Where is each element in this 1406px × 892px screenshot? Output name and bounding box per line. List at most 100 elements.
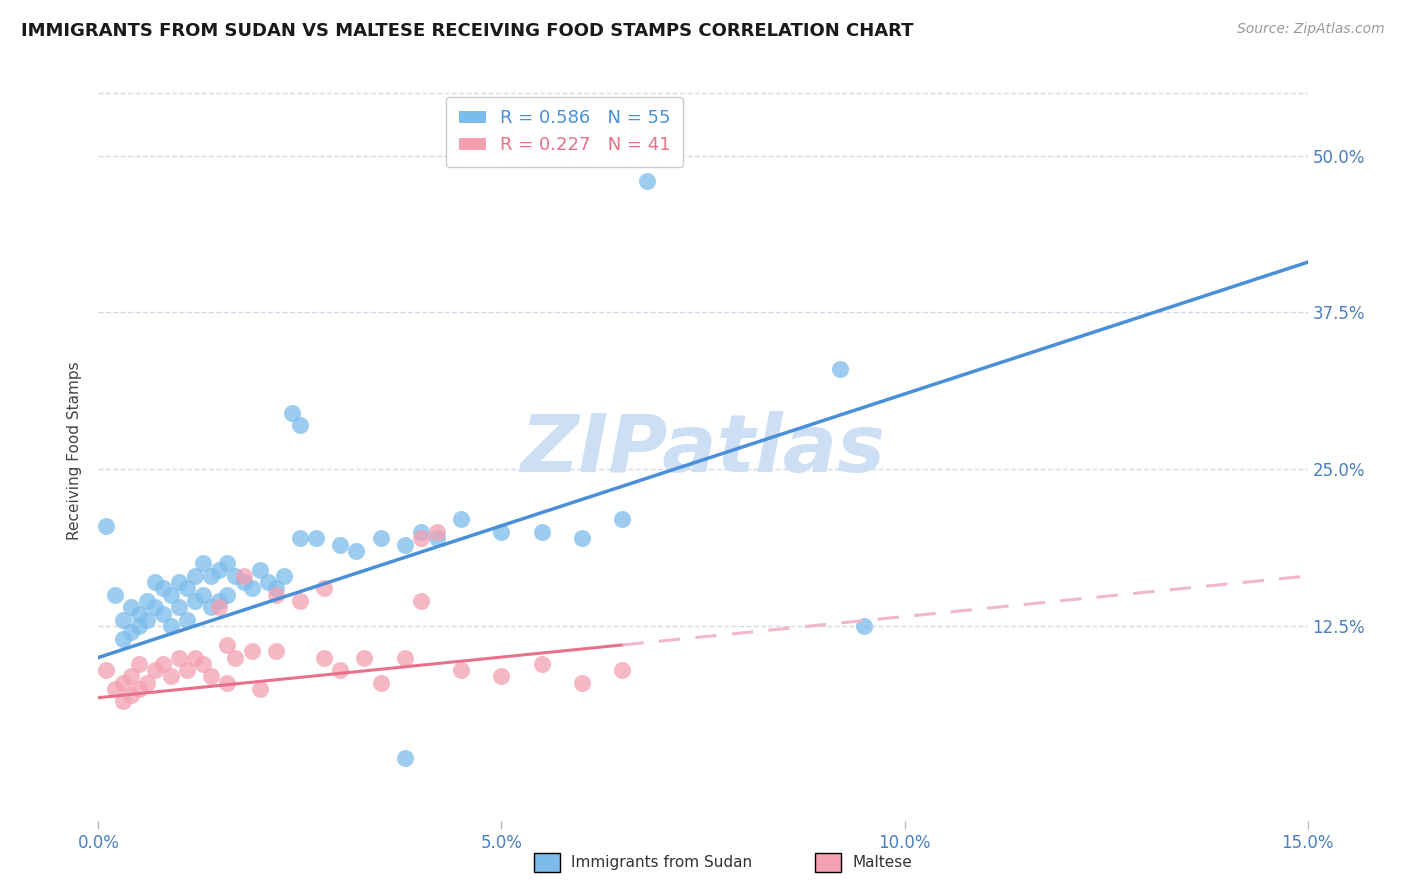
Point bbox=[491, 669, 513, 683]
Point bbox=[853, 619, 876, 633]
Point bbox=[128, 607, 150, 621]
Point bbox=[232, 569, 254, 583]
Point bbox=[240, 644, 263, 658]
Point bbox=[208, 594, 231, 608]
Point bbox=[288, 531, 311, 545]
Point bbox=[217, 557, 239, 571]
Point bbox=[530, 657, 553, 671]
Point bbox=[200, 569, 222, 583]
Point bbox=[344, 544, 367, 558]
Point bbox=[828, 362, 851, 376]
Point bbox=[160, 669, 183, 683]
Point bbox=[184, 594, 207, 608]
Point bbox=[636, 174, 658, 188]
Point bbox=[120, 625, 142, 640]
Point bbox=[103, 588, 125, 602]
Point bbox=[208, 563, 231, 577]
Legend: R = 0.586   N = 55, R = 0.227   N = 41: R = 0.586 N = 55, R = 0.227 N = 41 bbox=[446, 96, 683, 167]
Point bbox=[288, 418, 311, 433]
Point bbox=[143, 600, 166, 615]
Point bbox=[281, 406, 304, 420]
Text: Maltese: Maltese bbox=[852, 855, 911, 870]
Point bbox=[394, 650, 416, 665]
Point bbox=[314, 650, 336, 665]
Point bbox=[193, 588, 215, 602]
Point bbox=[176, 582, 198, 596]
Point bbox=[249, 681, 271, 696]
Point bbox=[160, 619, 183, 633]
Point bbox=[167, 650, 190, 665]
Point bbox=[208, 600, 231, 615]
Text: IMMIGRANTS FROM SUDAN VS MALTESE RECEIVING FOOD STAMPS CORRELATION CHART: IMMIGRANTS FROM SUDAN VS MALTESE RECEIVI… bbox=[21, 22, 914, 40]
Point bbox=[143, 663, 166, 677]
Point bbox=[200, 669, 222, 683]
Point bbox=[426, 524, 449, 539]
Point bbox=[135, 613, 157, 627]
Point bbox=[450, 512, 472, 526]
Point bbox=[249, 563, 271, 577]
Point bbox=[120, 688, 142, 702]
Point bbox=[409, 524, 432, 539]
Point bbox=[264, 582, 287, 596]
Text: ZIPatlas: ZIPatlas bbox=[520, 411, 886, 490]
Point bbox=[409, 594, 432, 608]
Point bbox=[217, 638, 239, 652]
Point bbox=[111, 613, 134, 627]
Point bbox=[571, 675, 593, 690]
Point bbox=[152, 657, 174, 671]
Point bbox=[314, 582, 336, 596]
Point bbox=[152, 582, 174, 596]
Point bbox=[135, 675, 157, 690]
Point bbox=[96, 518, 118, 533]
Point bbox=[240, 582, 263, 596]
Point bbox=[288, 594, 311, 608]
Point bbox=[152, 607, 174, 621]
Point bbox=[120, 669, 142, 683]
Point bbox=[232, 575, 254, 590]
Point bbox=[264, 588, 287, 602]
Point bbox=[200, 600, 222, 615]
Point bbox=[491, 524, 513, 539]
Point bbox=[612, 512, 634, 526]
Point bbox=[394, 751, 416, 765]
Point bbox=[111, 675, 134, 690]
Point bbox=[103, 681, 125, 696]
Point bbox=[305, 531, 328, 545]
Point bbox=[193, 657, 215, 671]
Point bbox=[167, 600, 190, 615]
Point bbox=[224, 650, 246, 665]
Point bbox=[217, 588, 239, 602]
Point bbox=[143, 575, 166, 590]
Point bbox=[353, 650, 375, 665]
Point bbox=[176, 613, 198, 627]
Point bbox=[111, 694, 134, 708]
Point bbox=[256, 575, 278, 590]
Point bbox=[184, 650, 207, 665]
Point bbox=[128, 619, 150, 633]
Point bbox=[394, 538, 416, 552]
Point bbox=[264, 644, 287, 658]
Point bbox=[167, 575, 190, 590]
Point bbox=[184, 569, 207, 583]
Point bbox=[370, 531, 392, 545]
Point bbox=[96, 663, 118, 677]
Text: Immigrants from Sudan: Immigrants from Sudan bbox=[571, 855, 752, 870]
Point bbox=[128, 657, 150, 671]
Point bbox=[217, 675, 239, 690]
Point bbox=[571, 531, 593, 545]
Y-axis label: Receiving Food Stamps: Receiving Food Stamps bbox=[67, 361, 83, 540]
Point bbox=[160, 588, 183, 602]
Point bbox=[612, 663, 634, 677]
Point bbox=[370, 675, 392, 690]
Point bbox=[111, 632, 134, 646]
Point bbox=[329, 663, 352, 677]
Point bbox=[273, 569, 295, 583]
Point bbox=[120, 600, 142, 615]
Text: Source: ZipAtlas.com: Source: ZipAtlas.com bbox=[1237, 22, 1385, 37]
Point bbox=[426, 531, 449, 545]
Point bbox=[128, 681, 150, 696]
Point bbox=[193, 557, 215, 571]
Point bbox=[530, 524, 553, 539]
Point bbox=[450, 663, 472, 677]
Point bbox=[409, 531, 432, 545]
